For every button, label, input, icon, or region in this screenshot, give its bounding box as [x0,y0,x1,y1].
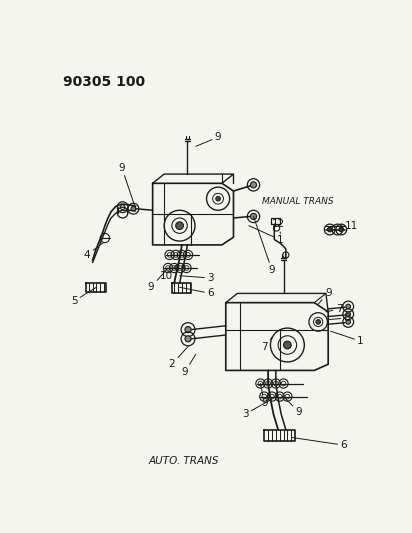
Text: MANUAL TRANS: MANUAL TRANS [262,197,334,206]
Text: 10: 10 [160,264,177,281]
Text: 5: 5 [71,287,96,306]
Circle shape [346,312,351,317]
Text: 11: 11 [341,221,358,231]
Text: 7: 7 [326,304,342,314]
Text: 3: 3 [242,399,272,419]
Text: 3: 3 [180,273,214,283]
Circle shape [185,336,191,342]
Circle shape [328,227,332,232]
Text: 90305 100: 90305 100 [63,75,145,88]
Text: AUTO. TRANS: AUTO. TRANS [148,456,219,465]
Circle shape [176,222,183,230]
Text: 9: 9 [283,397,302,417]
Circle shape [131,206,136,211]
Circle shape [283,341,291,349]
Circle shape [185,327,191,333]
Text: 1: 1 [330,331,364,346]
Text: 12: 12 [272,219,285,233]
Circle shape [250,182,257,188]
Text: 9: 9 [182,354,196,377]
Text: 9: 9 [196,132,221,147]
Circle shape [316,320,321,324]
Circle shape [346,304,351,309]
Text: 9: 9 [253,216,275,276]
Text: 2: 2 [169,346,188,369]
Text: 7: 7 [261,337,272,352]
Text: 6: 6 [291,438,347,450]
Circle shape [250,213,257,220]
Text: 9: 9 [148,268,168,292]
Text: 8: 8 [328,313,350,323]
Text: 4: 4 [84,243,103,260]
Text: 6: 6 [180,287,214,298]
Text: 9: 9 [260,384,267,408]
Text: 1: 1 [249,225,283,245]
Circle shape [216,196,220,201]
Text: 9: 9 [318,288,332,304]
Circle shape [339,227,344,232]
Circle shape [346,320,351,324]
Text: 9: 9 [119,163,136,209]
